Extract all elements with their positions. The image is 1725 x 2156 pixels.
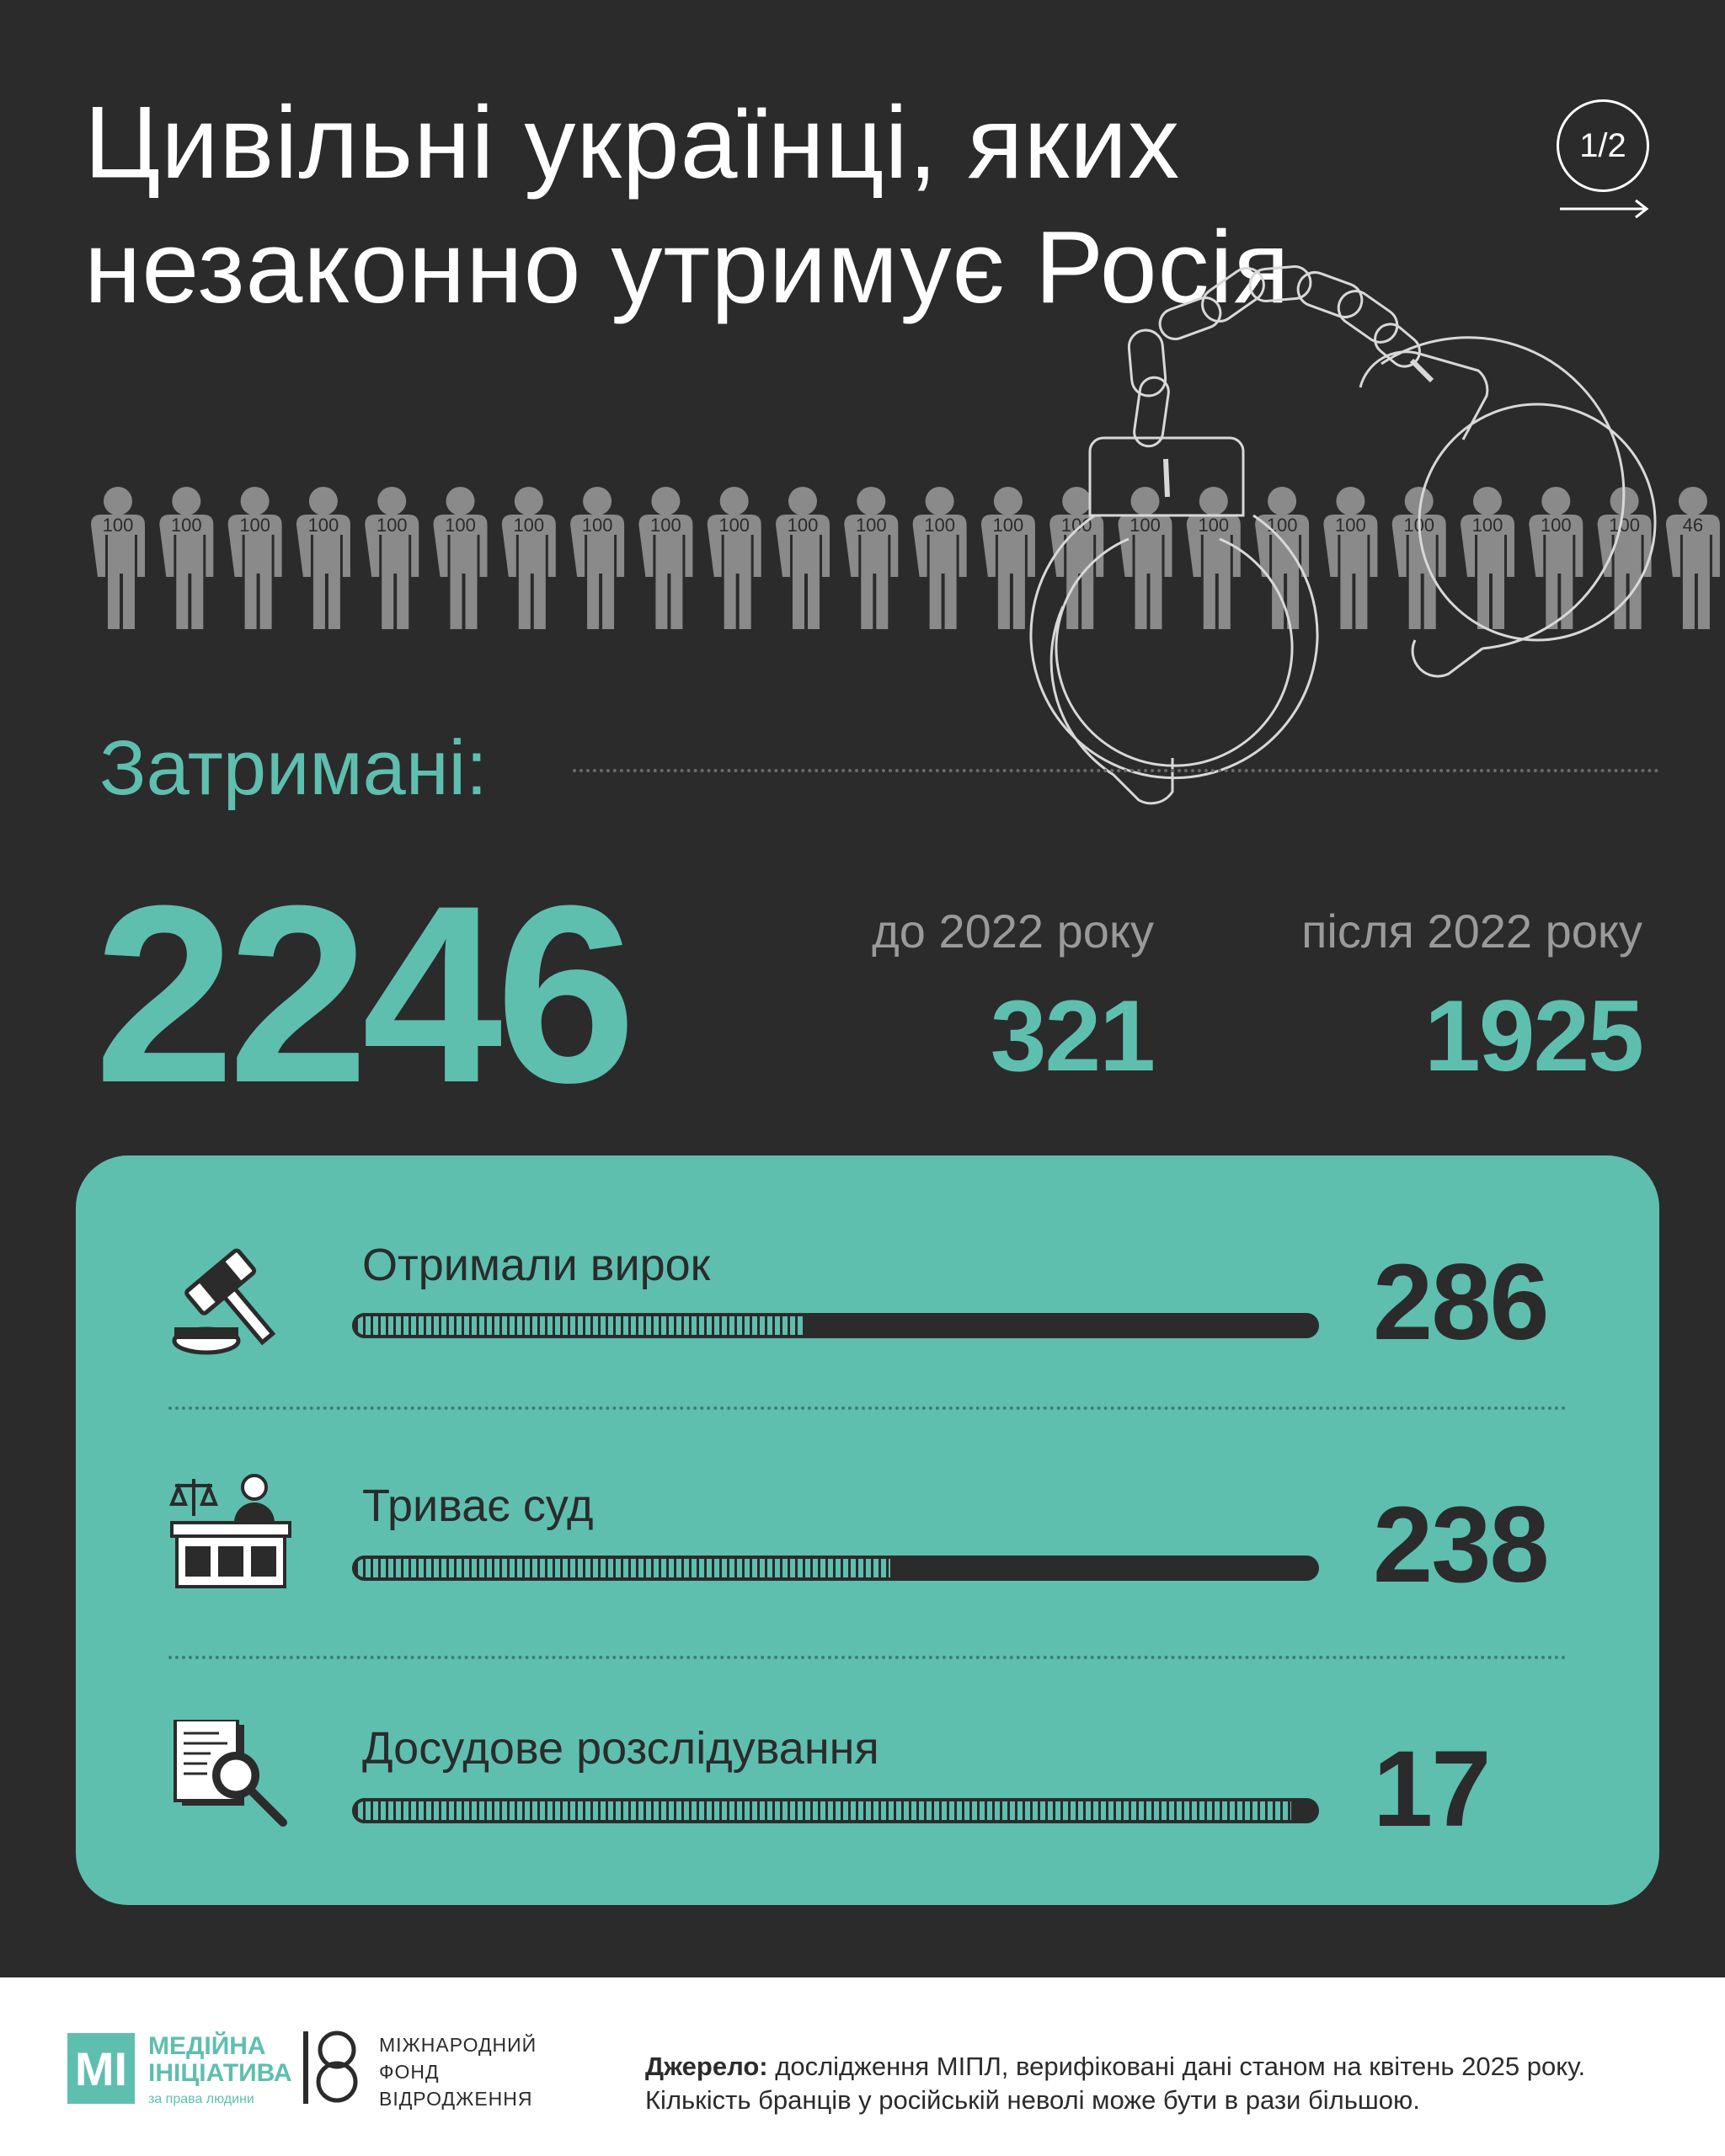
status-bar-fill-verdict bbox=[352, 1313, 807, 1338]
page-indicator: 1/2 bbox=[1557, 99, 1649, 192]
status-value-investigation: 17 bbox=[1373, 1729, 1491, 1849]
person-figure-label: 100 bbox=[1472, 515, 1503, 536]
status-bar-fill-trial bbox=[352, 1556, 894, 1581]
logo2-line-2: ФОНД bbox=[379, 2061, 440, 2083]
person-figure: 100 bbox=[159, 487, 214, 629]
person-figure-label: 100 bbox=[1061, 515, 1092, 536]
person-figure-label: 100 bbox=[1198, 515, 1229, 536]
person-figure-label: 100 bbox=[239, 515, 270, 536]
status-value-trial: 238 bbox=[1373, 1485, 1550, 1605]
title-line-1: Цивільні українці, яких bbox=[84, 85, 1181, 200]
heading-divider bbox=[573, 769, 1659, 772]
person-figure-label: 100 bbox=[993, 515, 1024, 536]
person-figure-label: 100 bbox=[582, 515, 613, 536]
status-label-investigation: Досудове розслідування bbox=[362, 1723, 879, 1774]
person-figure-label: 100 bbox=[1267, 515, 1298, 536]
person-figure-label: 100 bbox=[650, 515, 681, 536]
person-figure-label: 100 bbox=[1609, 515, 1640, 536]
source-note: Джерело: дослідження МІПЛ, верифіковані … bbox=[645, 2050, 1585, 2117]
page-title: Цивільні українці, яких незаконно утриму… bbox=[84, 80, 1290, 329]
after-2022-label: після 2022 року bbox=[1301, 905, 1642, 958]
person-figure: 100 bbox=[707, 487, 761, 629]
person-figure-label: 100 bbox=[1335, 515, 1366, 536]
person-figure: 100 bbox=[1529, 487, 1583, 629]
document-search-icon bbox=[174, 1720, 287, 1827]
person-figure: 46 bbox=[1665, 487, 1720, 629]
status-value-verdict: 286 bbox=[1373, 1242, 1550, 1363]
person-figure: 100 bbox=[844, 487, 899, 629]
person-figure-label: 100 bbox=[1130, 515, 1161, 536]
person-figure-label: 100 bbox=[445, 515, 476, 536]
person-figure: 100 bbox=[1461, 487, 1514, 629]
person-figure-label: 100 bbox=[924, 515, 955, 536]
person-figure: 100 bbox=[912, 487, 967, 629]
status-bar-fill-investigation bbox=[352, 1798, 1295, 1823]
person-figure-label: 100 bbox=[377, 515, 408, 536]
media-initiative-tagline: за права людини bbox=[148, 2092, 254, 2106]
after-2022-value: 1925 bbox=[1424, 979, 1644, 1092]
person-figure-label: 46 bbox=[1683, 515, 1703, 536]
footer: МІ МЕДІЙНА ІНІЦІАТИВА за права людини МІ… bbox=[0, 1977, 1725, 2156]
logo2-line-3: ВІДРОДЖЕННЯ bbox=[379, 2088, 533, 2110]
media-initiative-logo: МІ bbox=[67, 2033, 135, 2104]
title-line-2: незаконно утримує Росія bbox=[84, 210, 1290, 324]
before-2022-value: 321 bbox=[990, 979, 1156, 1092]
person-figure: 100 bbox=[980, 487, 1035, 629]
source-disclaimer: Кількість бранців у російській неволі мо… bbox=[645, 2085, 1420, 2115]
logo1-line-2: ІНІЦІАТИВА bbox=[148, 2059, 292, 2087]
next-arrow-icon[interactable] bbox=[1558, 199, 1651, 219]
person-figure: 100 bbox=[1391, 487, 1446, 629]
renaissance-foundation-name: МІЖНАРОДНИЙ ФОНД ВІДРОДЖЕННЯ bbox=[379, 2031, 537, 2112]
courtroom-icon bbox=[169, 1474, 291, 1588]
person-figure-label: 100 bbox=[103, 515, 134, 536]
renaissance-foundation-logo-icon bbox=[303, 2031, 358, 2104]
detained-heading: Затримані: bbox=[99, 725, 488, 811]
people-figures-row: 100 100 100 100 100 100 100 100 100 100 100 100 100 1… bbox=[91, 487, 1720, 629]
gavel-icon bbox=[172, 1248, 276, 1355]
logo1-line-1: МЕДІЙНА bbox=[148, 2032, 266, 2060]
person-figure-label: 100 bbox=[856, 515, 887, 536]
status-bar-investigation bbox=[352, 1798, 1319, 1823]
person-figure: 100 bbox=[638, 487, 693, 629]
person-figure: 100 bbox=[91, 487, 145, 629]
logo2-line-1: МІЖНАРОДНИЙ bbox=[379, 2034, 537, 2056]
person-figure-label: 100 bbox=[308, 515, 339, 536]
status-divider bbox=[168, 1406, 1567, 1410]
handcuffs-icon bbox=[1029, 265, 1657, 805]
person-figure: 100 bbox=[1118, 487, 1172, 629]
person-figure: 100 bbox=[776, 487, 830, 629]
person-figure-label: 100 bbox=[718, 515, 750, 536]
status-bar-trial bbox=[352, 1556, 1319, 1581]
person-figure-label: 100 bbox=[513, 515, 544, 536]
status-label-trial: Триває суд bbox=[362, 1481, 594, 1531]
person-figure: 100 bbox=[501, 487, 556, 629]
person-figure: 100 bbox=[570, 487, 625, 629]
status-divider bbox=[168, 1656, 1567, 1659]
source-label: Джерело: bbox=[645, 2052, 768, 2081]
status-label-verdict: Отримали вирок bbox=[362, 1240, 711, 1290]
person-figure-label: 100 bbox=[1541, 515, 1572, 536]
person-figure: 100 bbox=[1255, 487, 1310, 629]
person-figure: 100 bbox=[1597, 487, 1652, 629]
person-figure: 100 bbox=[433, 487, 488, 629]
media-initiative-name: МЕДІЙНА ІНІЦІАТИВА bbox=[148, 2033, 291, 2087]
before-2022-label: до 2022 року bbox=[872, 905, 1154, 958]
person-figure: 100 bbox=[227, 487, 282, 629]
status-bar-verdict bbox=[352, 1313, 1319, 1338]
person-figure-label: 100 bbox=[171, 515, 202, 536]
detained-total: 2246 bbox=[94, 852, 636, 1135]
source-text: дослідження МІПЛ, верифіковані дані стан… bbox=[767, 2052, 1586, 2081]
person-figure: 100 bbox=[1323, 487, 1378, 629]
status-panel: Отримали вирок 286 Триває суд 238 bbox=[76, 1155, 1659, 1905]
person-figure: 100 bbox=[365, 487, 419, 629]
person-figure-label: 100 bbox=[788, 515, 819, 536]
person-figure: 100 bbox=[296, 487, 350, 629]
